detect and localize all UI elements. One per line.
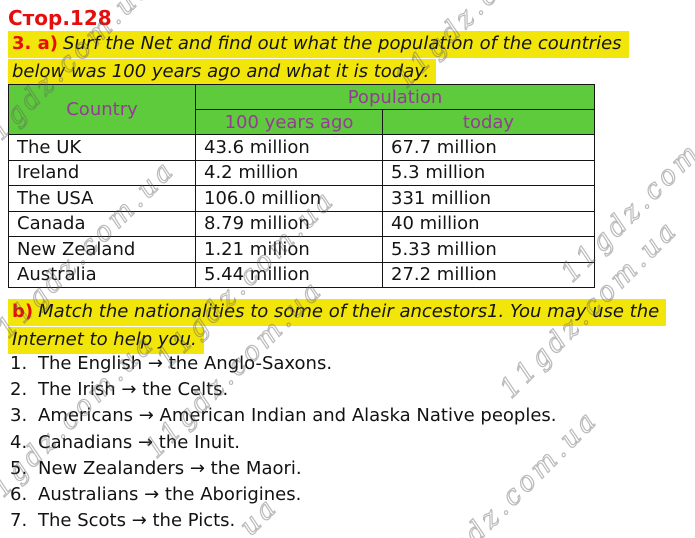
list-item: 1. The English → the Anglo-Saxons. [10, 352, 557, 378]
list-item: 4. Canadians → the Inuit. [10, 431, 557, 457]
cell-ago: 1.21 million [195, 236, 383, 263]
highlight: b) Match the nationalities to some of the… [8, 299, 667, 326]
task-b-label: b) [12, 301, 34, 322]
list-item-number: 6. [10, 483, 28, 505]
list-item-text: Americans → American Indian and Alaska N… [38, 405, 557, 427]
task-b-text-2: Internet to help you. [12, 329, 197, 350]
cell-today: 27.2 million [381, 261, 596, 288]
table-header-row-2: 100 years ago today [9, 109, 596, 135]
cell-country: Australia [8, 261, 196, 288]
list-item-number: 4. [10, 431, 28, 453]
list-item: 2. The Irish → the Celts. [10, 378, 557, 404]
cell-country: New Zealand [8, 236, 196, 263]
list-item: 3. Americans → American Indian and Alask… [10, 404, 557, 430]
list-item: 6. Australians → the Aborigines. [10, 483, 557, 509]
cell-today: 331 million [381, 185, 596, 212]
task-b-instruction: b) Match the nationalities to some of the… [8, 299, 667, 355]
page-title: Стор.128 [8, 6, 112, 30]
list-item: 5. New Zealanders → the Maori. [10, 457, 557, 483]
task-b-text-1: Match the nationalities to some of their… [38, 301, 660, 322]
list-item-number: 3. [10, 405, 28, 427]
task-a-label: 3. a) [12, 33, 59, 54]
cell-country: The UK [8, 134, 196, 161]
column-header-population: Population [194, 84, 596, 110]
table-row: Canada 8.79 million 40 million [8, 210, 596, 237]
cell-today: 5.3 million [381, 159, 596, 186]
list-item-number: 5. [10, 457, 28, 479]
list-item-text: Australians → the Aborigines. [38, 483, 302, 505]
table-row: The USA 106.0 million 331 million [8, 185, 596, 212]
cell-today: 5.33 million [381, 236, 596, 263]
list-item-text: The Irish → the Celts. [38, 379, 229, 401]
cell-ago: 8.79 million [195, 210, 383, 237]
table-row: Australia 5.44 million 27.2 million [8, 261, 596, 288]
cell-ago: 43.6 million [195, 134, 383, 161]
highlight: below was 100 years ago and what it is t… [8, 59, 437, 86]
highlight: Internet to help you. [8, 327, 204, 354]
task-a-line-2: below was 100 years ago and what it is t… [8, 59, 629, 86]
cell-country: Canada [8, 210, 196, 237]
task-a-line-1: 3. a) Surf the Net and find out what the … [8, 31, 629, 58]
list-item-number: 1. [10, 353, 28, 374]
population-table: Country Population 100 years ago today T… [8, 84, 596, 288]
list-item-text: The English → the Anglo-Saxons. [38, 353, 333, 374]
table-header-row-1: Country Population [8, 84, 596, 135]
list-item: 7. The Scots → the Picts. [10, 509, 557, 535]
cell-ago: 106.0 million [195, 185, 383, 212]
cell-today: 67.7 million [381, 134, 596, 161]
list-item-number: 7. [10, 510, 28, 532]
table-row: Ireland 4.2 million 5.3 million [8, 159, 596, 186]
list-item-text: The Scots → the Picts. [38, 510, 236, 532]
task-a-text-2: below was 100 years ago and what it is t… [12, 61, 430, 82]
column-header-today: today [381, 109, 596, 135]
highlight: 3. a) Surf the Net and find out what the … [8, 31, 629, 58]
task-b-line-2: Internet to help you. [8, 327, 666, 354]
task-a-instruction: 3. a) Surf the Net and find out what the … [8, 31, 629, 87]
task-b-line-1: b) Match the nationalities to some of the… [8, 299, 667, 326]
table-row: New Zealand 1.21 million 5.33 million [8, 236, 596, 263]
list-item-number: 2. [10, 379, 28, 401]
task-a-text-1: Surf the Net and find out what the popul… [63, 33, 622, 54]
table-row: The UK 43.6 million 67.7 million [8, 134, 596, 161]
cell-ago: 4.2 million [195, 159, 383, 186]
list-item-text: Canadians → the Inuit. [38, 431, 240, 453]
cell-today: 40 million [381, 210, 596, 237]
answers-list: 1. The English → the Anglo-Saxons. 2. Th… [10, 352, 557, 535]
cell-ago: 5.44 million [195, 261, 383, 288]
list-item-text: New Zealanders → the Maori. [38, 457, 302, 479]
cell-country: The USA [8, 185, 196, 212]
cell-country: Ireland [8, 159, 196, 186]
column-header-country: Country [8, 84, 196, 135]
column-header-100-years-ago: 100 years ago [195, 109, 383, 135]
